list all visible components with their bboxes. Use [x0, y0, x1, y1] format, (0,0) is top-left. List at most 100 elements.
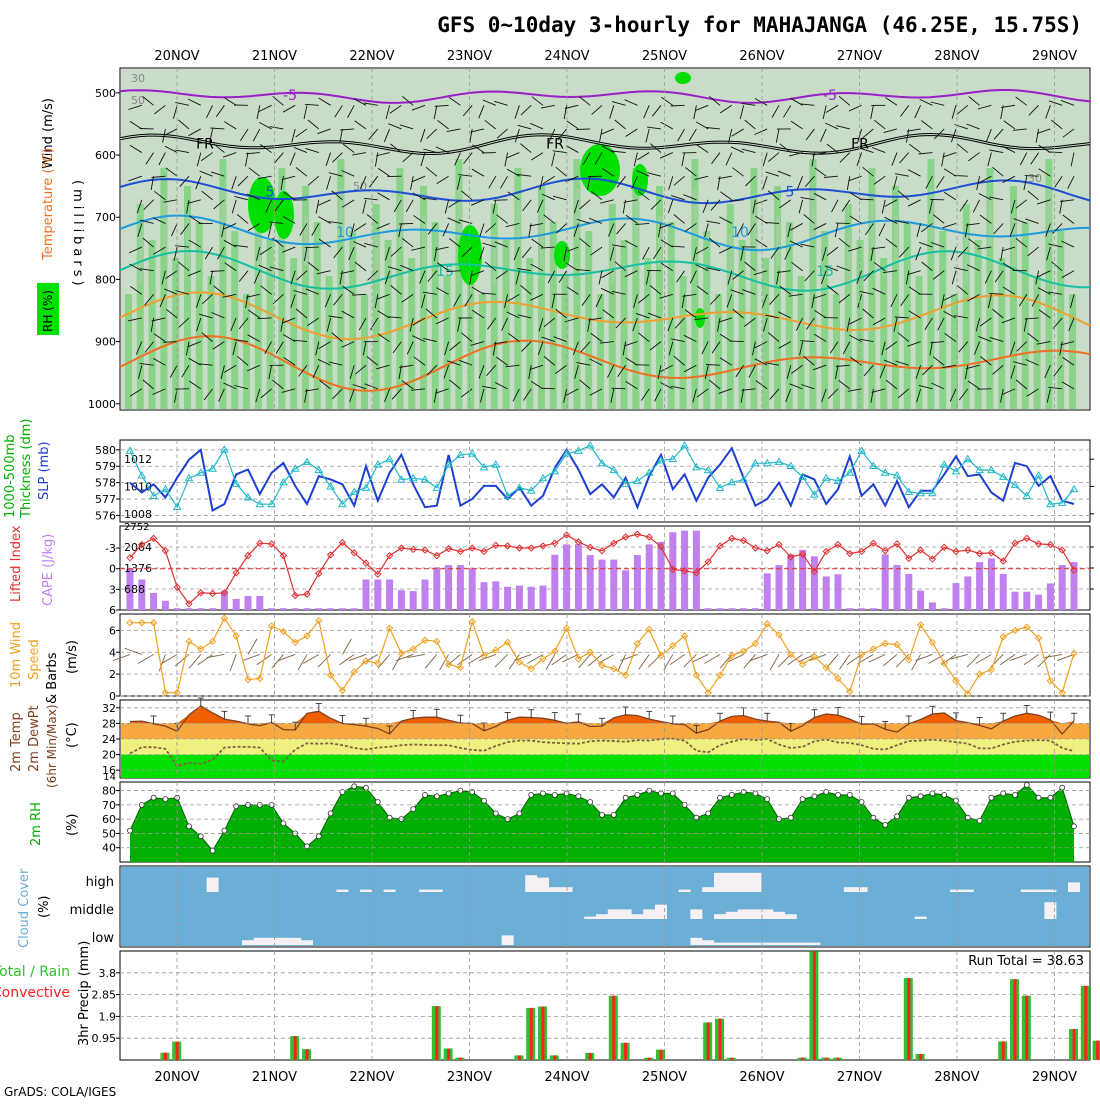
rh2m-point [434, 794, 439, 799]
rh2m-point [187, 824, 192, 829]
rh-mid-column [139, 234, 143, 284]
cloud-middle-cell [785, 914, 797, 919]
cloud-middle-cell [584, 917, 596, 919]
rh-moist-column [644, 258, 651, 409]
cape-bar [787, 554, 794, 610]
cape-bar [728, 608, 735, 610]
rh-moist-column [196, 222, 203, 409]
rh2m-point [576, 794, 581, 799]
precip-convective-bar [719, 1019, 722, 1060]
precip-convective-bar [919, 1054, 922, 1060]
rh-contour-label: 30 [1028, 172, 1042, 185]
cape-bar [575, 544, 582, 610]
y-tick-label: 900 [95, 336, 116, 349]
axis-label-slp: SLP (mb) [37, 441, 52, 500]
wind10m-barb [125, 648, 142, 654]
rh-saturated-blob [554, 241, 570, 269]
wind10m-barb [509, 654, 519, 669]
precip-convective-bar [837, 1058, 840, 1060]
y-tick-label: 6 [109, 604, 116, 617]
cape-bar [964, 576, 971, 610]
axis-label-cloud-unit: (%) [37, 896, 52, 919]
precip-convective-bar [530, 1008, 533, 1060]
y-tick-label: 50 [102, 827, 116, 840]
y-tick-label-top: 2752 [124, 522, 149, 533]
cape-bar [245, 596, 252, 610]
wind10m-barb [272, 654, 284, 668]
cloud-low-cell [266, 938, 278, 945]
rh-moist-column [739, 240, 746, 409]
cape-bar [268, 608, 275, 610]
y-tick-label: 28 [102, 717, 116, 730]
precip-convective-bar [907, 978, 910, 1060]
cloud-middle-cell [596, 914, 608, 919]
cape-bar [386, 580, 393, 611]
wind10m-barb [621, 654, 638, 660]
cape-bar [504, 587, 511, 610]
precip-convective-bar [1025, 996, 1028, 1060]
y-tick-label: 1012 [124, 453, 152, 466]
wind10m-barb [1057, 654, 1074, 660]
y-tick-label: 20 [102, 749, 116, 762]
rh-moist-column [243, 294, 250, 409]
precip-convective-bar [813, 951, 816, 1060]
rh-mid-column [847, 234, 851, 284]
cloud-low-cell [808, 943, 820, 945]
y-tick-label: 600 [95, 149, 116, 162]
cape-bar [917, 591, 924, 611]
wind10m-barb [207, 654, 225, 657]
rh-mid-column [457, 189, 461, 239]
y-tick-label: -3 [105, 542, 116, 555]
rh2m-point [517, 811, 522, 816]
wind10m-barb [916, 654, 933, 660]
cape-bar [174, 608, 181, 610]
rh-contour-label: 50 [353, 180, 367, 193]
rh-mid-column [729, 234, 733, 284]
y-tick-label: 24 [102, 733, 116, 746]
rh-moist-column [1022, 222, 1029, 409]
wind10m-barb [392, 654, 401, 670]
rh-moist-column [267, 240, 274, 409]
cloud-high-cell [419, 890, 431, 892]
wind10m-barb [744, 654, 756, 668]
rh2m-point [128, 828, 133, 833]
cape-bar [481, 582, 488, 610]
rh2m-point [706, 811, 711, 816]
chart-title: GFS 0~10day 3-hourly for MAHAJANGA (46.2… [437, 13, 1082, 37]
wind10m-barb [425, 654, 437, 668]
y-tick-label: 800 [95, 273, 116, 286]
temp-band [121, 723, 1089, 739]
rh-saturated-blob [580, 144, 620, 196]
rh-mid-column [929, 189, 933, 239]
rh2m-point [328, 811, 333, 816]
precip-convective-bar [648, 1058, 651, 1060]
cape-bar [764, 573, 771, 610]
legend-convective: Convective [0, 985, 70, 1001]
cloud-middle-cell [643, 909, 655, 919]
y-tick-label: 1000 [88, 398, 116, 411]
rh-moist-column [562, 276, 569, 409]
rh-saturated-blob [695, 308, 705, 328]
rh-moist-column [597, 294, 604, 409]
date-label-top: 25NOV [642, 49, 687, 64]
cape-bar [351, 608, 358, 610]
date-label-top: 29NOV [1032, 49, 1077, 64]
rh2m-point [942, 792, 947, 797]
precip-convective-bar [1084, 986, 1087, 1060]
rh2m-point [1060, 785, 1065, 790]
precip-convective-bar [1002, 1041, 1005, 1060]
cloud-middle-cell [620, 909, 632, 919]
axis-label-barbs: & Barbs [45, 652, 60, 704]
y-tick-label: 2064 [124, 541, 152, 554]
cloud-high-cell [384, 890, 396, 892]
cape-bar [799, 550, 806, 610]
cloud-level-label-high: high [86, 875, 114, 890]
axis-label-cloud: Cloud Cover [17, 868, 32, 948]
cape-bar [610, 560, 617, 610]
rh-mid-column [894, 216, 898, 266]
wind10m-barb [778, 654, 791, 667]
